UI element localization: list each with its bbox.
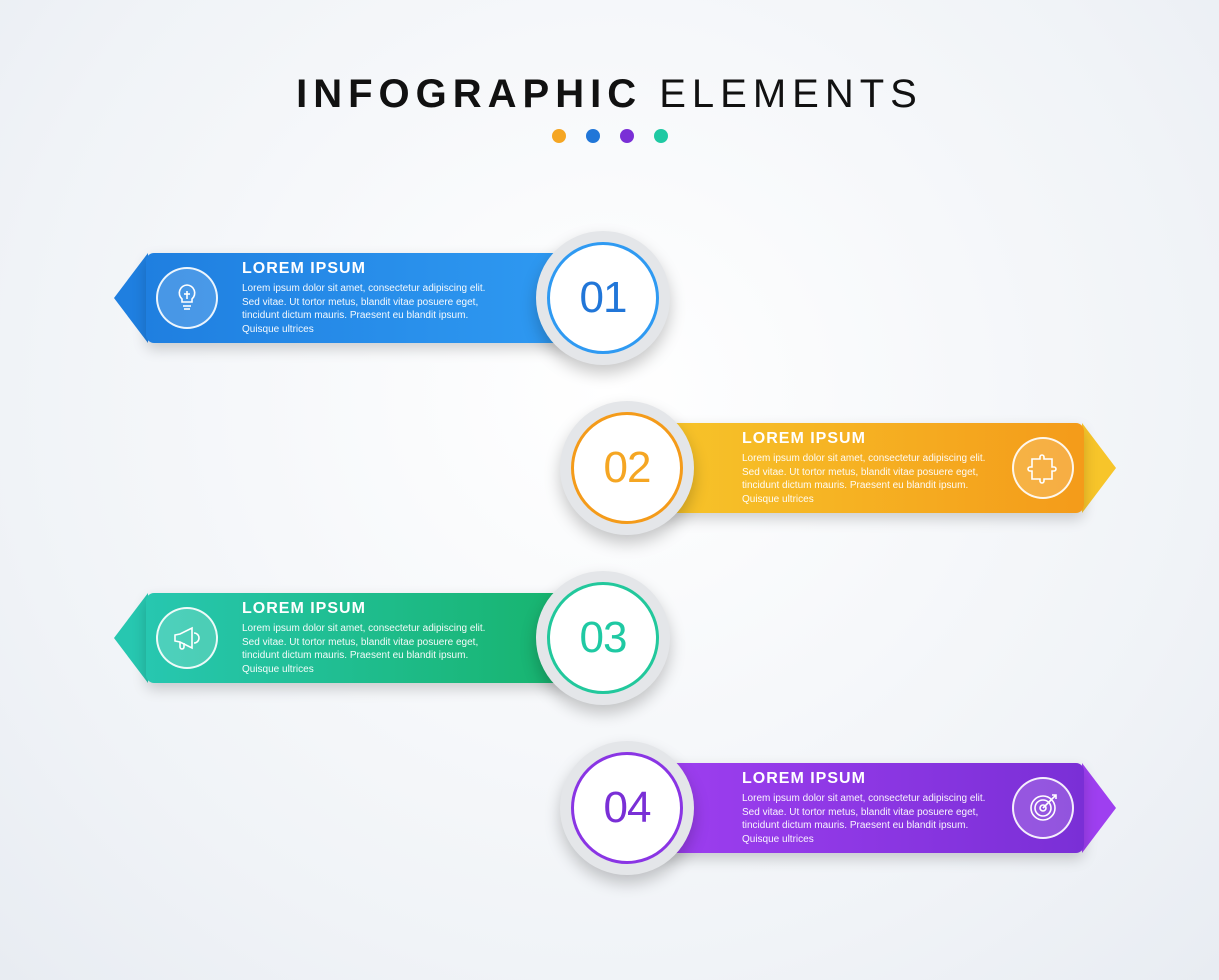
step-heading: LOREM IPSUM (742, 430, 988, 448)
number-medallion: 01 (536, 231, 670, 365)
step-number: 04 (604, 783, 651, 833)
dot-blue (586, 129, 600, 143)
arrow-tip (114, 593, 148, 683)
step-01: LOREM IPSUM Lorem ipsum dolor sit amet, c… (110, 243, 670, 353)
number-medallion: 04 (560, 741, 694, 875)
step-02: LOREM IPSUM Lorem ipsum dolor sit amet, c… (560, 413, 1120, 523)
number-medallion: 03 (536, 571, 670, 705)
lightbulb-icon (156, 267, 218, 329)
step-body: Lorem ipsum dolor sit amet, consectetur … (242, 622, 488, 676)
puzzle-icon (1012, 437, 1074, 499)
title-light: ELEMENTS (659, 72, 923, 116)
step-number: 01 (580, 273, 627, 323)
step-body: Lorem ipsum dolor sit amet, consectetur … (242, 282, 488, 336)
dot-purple (620, 129, 634, 143)
header: INFOGRAPHIC ELEMENTS (0, 0, 1219, 143)
step-number: 02 (604, 443, 651, 493)
step-body: Lorem ipsum dolor sit amet, consectetur … (742, 792, 988, 846)
step-heading: LOREM IPSUM (242, 260, 488, 278)
title-bold: INFOGRAPHIC (296, 72, 642, 116)
target-icon (1012, 777, 1074, 839)
accent-dots (0, 129, 1219, 143)
step-04: LOREM IPSUM Lorem ipsum dolor sit amet, c… (560, 753, 1120, 863)
step-heading: LOREM IPSUM (242, 600, 488, 618)
number-medallion: 02 (560, 401, 694, 535)
main-title: INFOGRAPHIC ELEMENTS (0, 72, 1219, 117)
dot-teal (654, 129, 668, 143)
megaphone-icon (156, 607, 218, 669)
infographic-stage: LOREM IPSUM Lorem ipsum dolor sit amet, c… (0, 183, 1219, 943)
arrow-tip (1082, 423, 1116, 513)
arrow-tip (114, 253, 148, 343)
dot-orange (552, 129, 566, 143)
step-heading: LOREM IPSUM (742, 770, 988, 788)
step-03: LOREM IPSUM Lorem ipsum dolor sit amet, c… (110, 583, 670, 693)
arrow-tip (1082, 763, 1116, 853)
step-number: 03 (580, 613, 627, 663)
step-body: Lorem ipsum dolor sit amet, consectetur … (742, 452, 988, 506)
